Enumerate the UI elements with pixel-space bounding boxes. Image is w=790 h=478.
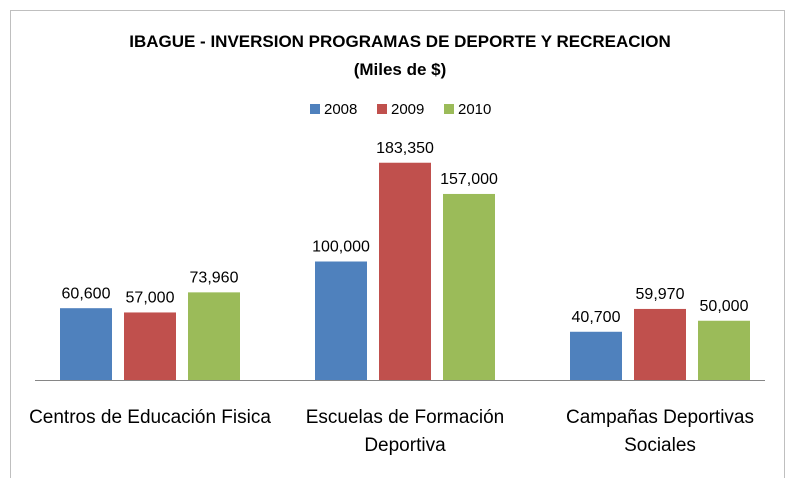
data-label: 183,350 — [376, 140, 434, 157]
legend-swatch — [444, 104, 454, 114]
legend-swatch — [377, 104, 387, 114]
data-label: 50,000 — [700, 298, 749, 315]
x-tick-label-box: Escuelas de Formación Deportiva — [305, 407, 505, 456]
bar — [634, 308, 686, 380]
data-label: 73,960 — [190, 270, 239, 287]
x-tick-label: Escuelas de Formación Deportiva — [305, 407, 505, 456]
bar — [570, 331, 622, 380]
x-tick-label-box: Centros de Educación Fisica — [29, 407, 271, 428]
bar — [188, 292, 240, 380]
data-label: 157,000 — [440, 171, 498, 188]
bar — [379, 162, 431, 380]
chart-title: IBAGUE - INVERSION PROGRAMAS DE DEPORTE … — [129, 32, 671, 79]
legend-label: 2009 — [391, 101, 424, 118]
bar — [443, 193, 495, 380]
bar — [60, 308, 112, 380]
data-label: 59,970 — [636, 286, 685, 303]
data-label: 100,000 — [312, 239, 370, 256]
legend-label: 2010 — [458, 101, 491, 118]
data-label: 60,600 — [62, 285, 111, 302]
data-label: 57,000 — [126, 290, 175, 307]
bar — [315, 261, 367, 380]
x-tick-label: Centros de Educación Fisica — [29, 407, 271, 428]
legend-label: 2008 — [324, 101, 357, 118]
x-tick-label-box: Campañas Deportivas Sociales — [566, 407, 754, 456]
x-tick-label: Campañas Deportivas Sociales — [566, 407, 754, 456]
legend-swatch — [310, 104, 320, 114]
chart-title-box: IBAGUE - INVERSION PROGRAMAS DE DEPORTE … — [129, 32, 671, 79]
data-label: 40,700 — [572, 309, 621, 326]
bar — [698, 320, 750, 380]
bar — [124, 312, 176, 380]
